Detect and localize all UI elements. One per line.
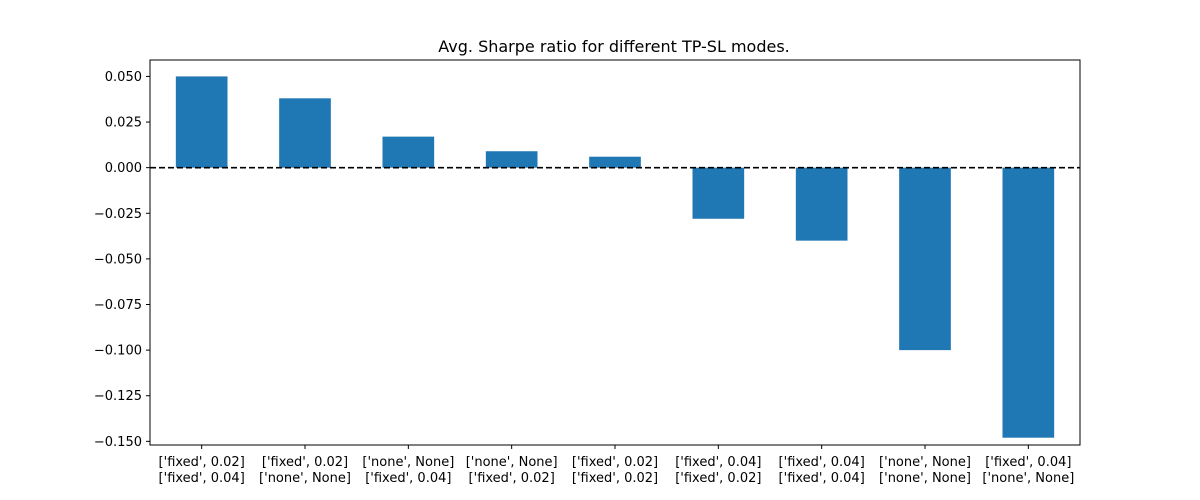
bar-8 <box>1002 167 1055 438</box>
y-tick-label-7: −0.125 <box>94 389 142 404</box>
x-tick-label-0-line-0: ['fixed', 0.02] <box>159 455 245 470</box>
x-tick-label-7-line-1: ['none', None] <box>879 471 971 486</box>
bar-5 <box>692 167 745 219</box>
y-tick-label-6: −0.100 <box>94 344 142 359</box>
x-tick-label-5-line-0: ['fixed', 0.04] <box>675 455 761 470</box>
y-tick-label-3: −0.025 <box>94 207 142 222</box>
x-tick-label-2-line-1: ['fixed', 0.04] <box>365 471 451 486</box>
x-tick-label-1-line-1: ['none', None] <box>259 471 351 486</box>
x-tick-label-4-line-1: ['fixed', 0.02] <box>572 471 658 486</box>
y-tick-label-0: 0.050 <box>105 70 142 85</box>
plot-frame <box>149 59 1081 446</box>
x-tick-label-2-line-0: ['none', None] <box>362 455 454 470</box>
x-tick-label-3-line-0: ['none', None] <box>466 455 558 470</box>
x-tick-label-6-line-0: ['fixed', 0.04] <box>779 455 865 470</box>
x-tick-label-8-line-0: ['fixed', 0.04] <box>985 455 1071 470</box>
x-tick-label-7-line-0: ['none', None] <box>879 455 971 470</box>
chart-title: Avg. Sharpe ratio for different TP-SL mo… <box>438 37 789 56</box>
bar-4 <box>589 156 641 168</box>
x-tick-label-5-line-1: ['fixed', 0.02] <box>675 471 761 486</box>
bar-2 <box>382 136 435 168</box>
x-tick-label-8-line-1: ['none', None] <box>982 471 1074 486</box>
bar-3 <box>485 151 538 168</box>
x-tick-label-3-line-1: ['fixed', 0.02] <box>469 471 555 486</box>
y-tick-label-4: −0.050 <box>94 252 142 267</box>
bar-7 <box>899 167 951 351</box>
x-tick-label-0-line-1: ['fixed', 0.04] <box>159 471 245 486</box>
y-tick-label-5: −0.075 <box>94 298 142 313</box>
bars-group <box>175 76 1055 438</box>
bar-0 <box>175 76 228 168</box>
x-tick-label-6-line-1: ['fixed', 0.04] <box>779 471 865 486</box>
bar-1 <box>279 98 331 168</box>
x-tick-label-4-line-0: ['fixed', 0.02] <box>572 455 658 470</box>
x-tick-label-1-line-0: ['fixed', 0.02] <box>262 455 348 470</box>
y-tick-label-1: 0.025 <box>105 116 142 131</box>
x-axis: ['fixed', 0.02]['fixed', 0.04]['fixed', … <box>159 445 1074 486</box>
y-tick-label-8: −0.150 <box>94 435 142 450</box>
y-tick-label-2: 0.000 <box>105 161 142 176</box>
bar-6 <box>795 167 848 241</box>
y-axis: 0.050 0.025 0.000 −0.025 −0.050 −0.075 −0.100 −… <box>94 70 150 450</box>
